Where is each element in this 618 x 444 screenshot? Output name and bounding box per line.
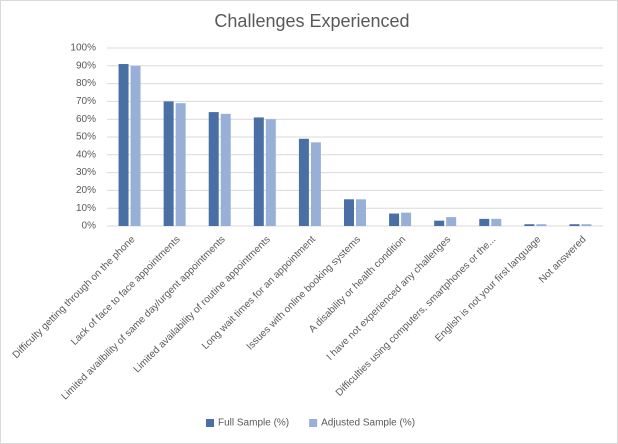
bar [163,101,174,226]
y-tick-label: 0% [82,221,97,232]
bar [491,218,502,226]
bar [130,65,141,226]
bar [265,119,276,226]
bar [389,213,400,226]
bar [569,224,580,226]
bar [220,113,231,226]
bar [524,224,535,226]
y-tick-label: 60% [76,114,96,125]
bar [310,142,321,226]
y-tick-label: 100% [70,43,96,54]
y-tick-label: 70% [76,96,96,107]
bar [208,112,219,226]
bar [175,103,186,226]
y-tick-label: 90% [76,60,96,71]
bar [479,218,490,226]
legend-swatch [309,419,318,427]
legend-swatch [206,419,214,427]
chart-title: Challenges Experienced [214,11,409,31]
y-tick-label: 40% [76,149,96,160]
bar [536,224,547,226]
bar [298,138,309,226]
bar [581,224,592,226]
bar [401,212,412,226]
bar [118,64,129,227]
y-tick-label: 10% [76,203,96,214]
legend-label: Full Sample (%) [218,418,289,429]
bar [434,220,445,226]
y-tick-label: 80% [76,78,96,89]
y-tick-label: 50% [76,132,96,143]
legend-label: Adjusted Sample (%) [321,418,415,429]
bar [344,199,354,226]
bar [253,117,264,226]
y-tick-label: 30% [76,167,96,178]
bar [446,217,457,226]
y-tick-label: 20% [76,185,96,196]
bar [356,199,366,226]
legend: Full Sample (%) Adjusted Sample (%) [206,418,415,429]
